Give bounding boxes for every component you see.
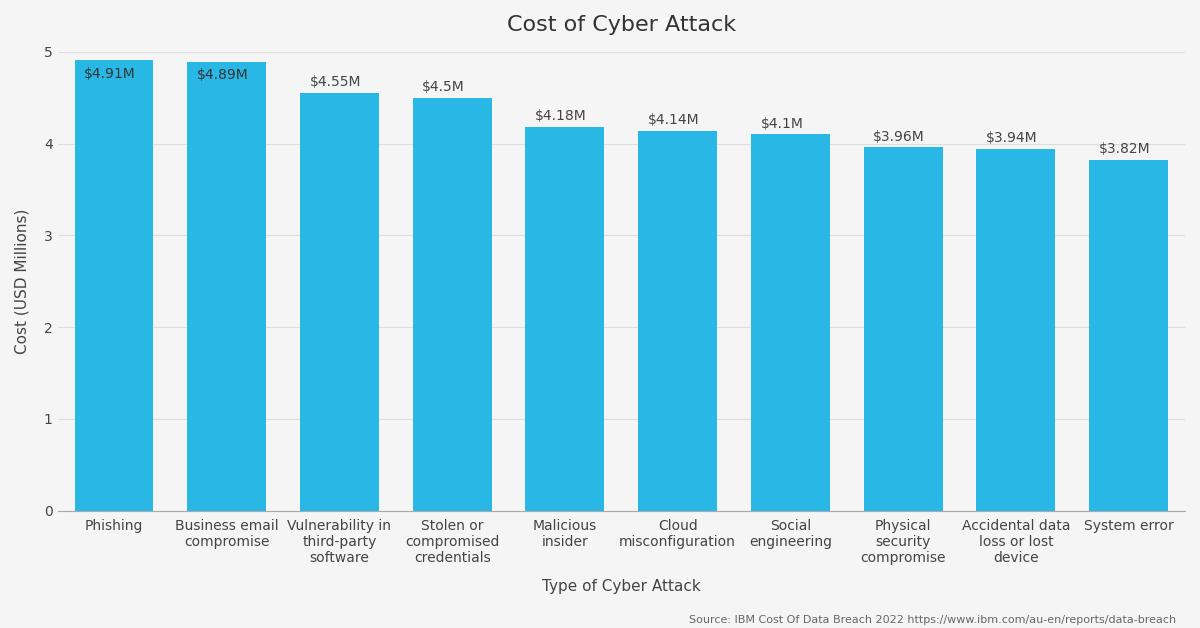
Bar xyxy=(187,62,266,511)
Y-axis label: Cost (USD Millions): Cost (USD Millions) xyxy=(14,208,30,354)
Text: $4.91M: $4.91M xyxy=(84,67,136,80)
Text: Source: IBM Cost Of Data Breach 2022 https://www.ibm.com/au-en/reports/data-brea: Source: IBM Cost Of Data Breach 2022 htt… xyxy=(689,615,1176,625)
Text: $4.18M: $4.18M xyxy=(535,109,587,123)
Bar xyxy=(751,134,830,511)
Bar xyxy=(74,60,154,511)
Text: $4.1M: $4.1M xyxy=(761,117,803,131)
Text: $3.94M: $3.94M xyxy=(986,131,1038,146)
X-axis label: Type of Cyber Attack: Type of Cyber Attack xyxy=(542,579,701,594)
Title: Cost of Cyber Attack: Cost of Cyber Attack xyxy=(506,15,736,35)
Bar xyxy=(300,93,379,511)
Bar xyxy=(977,149,1055,511)
Bar xyxy=(526,127,605,511)
Bar xyxy=(1090,160,1168,511)
Text: $4.14M: $4.14M xyxy=(648,113,700,127)
Text: $4.89M: $4.89M xyxy=(197,68,248,82)
Text: $3.82M: $3.82M xyxy=(1099,143,1151,156)
Text: $3.96M: $3.96M xyxy=(874,129,925,144)
Bar xyxy=(638,131,718,511)
Text: $4.5M: $4.5M xyxy=(422,80,464,94)
Bar xyxy=(413,98,492,511)
Text: $4.55M: $4.55M xyxy=(310,75,361,89)
Bar xyxy=(864,147,943,511)
